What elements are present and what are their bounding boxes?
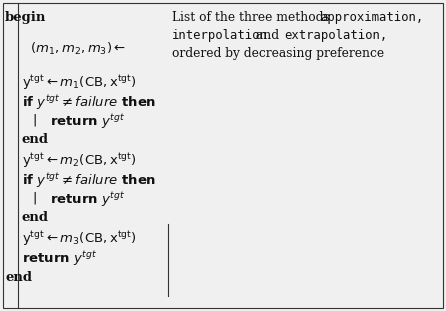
Text: $\mathrm{y}^{\mathrm{tgt}} \leftarrow m_1(\mathrm{CB, x}^{\mathrm{tgt}})$: $\mathrm{y}^{\mathrm{tgt}} \leftarrow m_… <box>22 73 136 92</box>
Text: $\mathbf{if}\ y^{tgt} \neq \mathit{failure}\ \mathbf{then}$: $\mathbf{if}\ y^{tgt} \neq \mathit{failu… <box>22 93 157 112</box>
Text: $\mathbf{if}\ y^{tgt} \neq \mathit{failure}\ \mathbf{then}$: $\mathbf{if}\ y^{tgt} \neq \mathit{failu… <box>22 171 157 190</box>
Text: interpolation: interpolation <box>172 29 268 42</box>
Text: $(m_1, m_2, m_3) \leftarrow$: $(m_1, m_2, m_3) \leftarrow$ <box>30 41 126 57</box>
Text: $|$: $|$ <box>32 112 37 128</box>
Text: $\mathrm{y}^{\mathrm{tgt}} \leftarrow m_3(\mathrm{CB, x}^{\mathrm{tgt}})$: $\mathrm{y}^{\mathrm{tgt}} \leftarrow m_… <box>22 229 136 248</box>
Text: $|$: $|$ <box>32 190 37 206</box>
Text: $\mathbf{return}\ y^{tgt}$: $\mathbf{return}\ y^{tgt}$ <box>50 112 125 131</box>
Text: $\mathbf{return}\ y^{tgt}$: $\mathbf{return}\ y^{tgt}$ <box>50 190 125 209</box>
Text: ordered by decreasing preference: ordered by decreasing preference <box>172 47 384 60</box>
Text: extrapolation,: extrapolation, <box>284 29 387 42</box>
Text: and: and <box>252 29 283 42</box>
Text: end: end <box>22 211 49 224</box>
Text: $\mathrm{y}^{\mathrm{tgt}} \leftarrow m_2(\mathrm{CB, x}^{\mathrm{tgt}})$: $\mathrm{y}^{\mathrm{tgt}} \leftarrow m_… <box>22 151 136 169</box>
Text: approximation,: approximation, <box>320 11 423 24</box>
Text: begin: begin <box>5 11 46 24</box>
Text: end: end <box>22 133 49 146</box>
Text: List of the three methods: List of the three methods <box>172 11 334 24</box>
Text: $\mathbf{return}\ y^{tgt}$: $\mathbf{return}\ y^{tgt}$ <box>22 249 97 267</box>
Text: end: end <box>5 271 32 284</box>
